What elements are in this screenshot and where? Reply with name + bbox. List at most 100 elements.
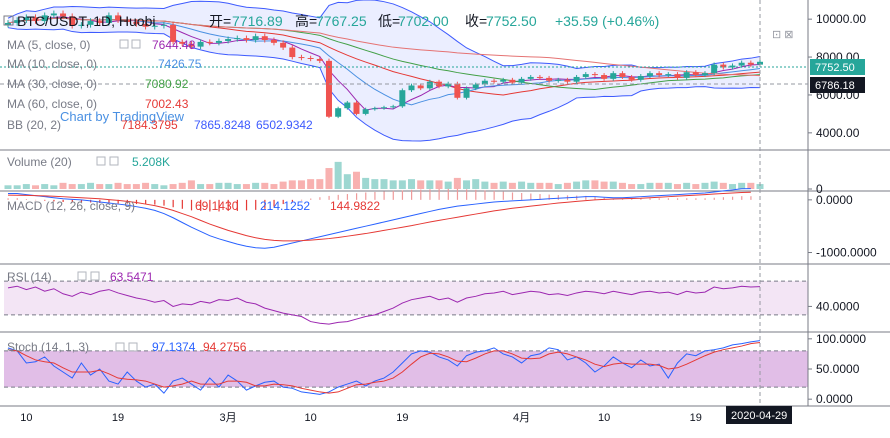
macd-label[interactable]: MACD (12, 26, close, 9)	[7, 199, 135, 213]
close-icon[interactable]	[90, 271, 100, 281]
macd-histogram-bar	[80, 199, 83, 202]
settings-icon[interactable]	[119, 39, 129, 49]
stoch-label[interactable]: Stoch (14, 1, 3)	[7, 340, 89, 354]
candle-body	[646, 73, 653, 76]
candle-body	[179, 41, 186, 44]
candle-body	[115, 15, 122, 21]
volume-bar	[664, 182, 672, 189]
macd-histogram-bar	[704, 198, 706, 200]
candle-body	[105, 15, 112, 23]
rsi-band	[4, 281, 808, 315]
macd-histogram-bar	[291, 199, 293, 202]
rsi-label[interactable]: RSI (14)	[7, 270, 52, 284]
candle-body	[50, 13, 57, 16]
volume-bar	[316, 179, 324, 189]
macd-pane[interactable]	[7, 188, 752, 249]
candle-body	[225, 39, 232, 41]
volume-bar	[50, 185, 58, 189]
volume-bar	[536, 182, 544, 189]
last-price-badge	[810, 59, 865, 75]
candle-body	[160, 24, 167, 26]
volume-bar	[719, 182, 727, 189]
candle-body	[582, 74, 589, 77]
macd-histogram-bar	[411, 189, 413, 200]
candle-body	[371, 108, 378, 110]
x-tick-label: 10	[20, 412, 32, 424]
volume-bar	[628, 184, 636, 189]
symbol-title: BTC/USDT, 1D, Huobi	[17, 13, 155, 29]
macd-histogram-bar	[218, 199, 220, 212]
candle-body	[738, 62, 745, 66]
candle-body	[436, 81, 443, 87]
macd-histogram-bar	[750, 196, 752, 200]
candle-body	[601, 75, 608, 79]
bb-label[interactable]: BB (20, 2)	[7, 118, 61, 132]
volume-bar	[13, 185, 21, 189]
macd-histogram-bar	[310, 198, 312, 200]
macd-line-value: 214.1252	[260, 199, 310, 213]
candle-body	[674, 74, 681, 78]
close-icon[interactable]	[128, 342, 138, 352]
macd-histogram-bar	[71, 199, 73, 202]
x-tick-label: 4月	[513, 412, 530, 424]
settings-icon[interactable]	[115, 342, 125, 352]
volume-bars[interactable]	[4, 161, 764, 189]
candle-body	[500, 79, 507, 82]
volume-bar	[408, 179, 416, 189]
candle-body	[234, 38, 241, 40]
candle-body	[362, 109, 369, 114]
candle-body	[692, 72, 699, 76]
candle-body	[335, 108, 342, 117]
close-value: 7752.50	[486, 13, 537, 29]
y-tick-label: 4000.00	[816, 126, 860, 140]
volume-bar	[683, 182, 691, 189]
candle-body	[69, 16, 76, 26]
candle-body	[665, 74, 672, 76]
pane-settings-icon[interactable]: ⊡ ⊠	[772, 29, 794, 41]
candle-body	[344, 102, 351, 109]
candle-body	[610, 73, 617, 79]
stoch-pane[interactable]	[7, 340, 761, 395]
ma5-label[interactable]: MA (5, close, 0)	[7, 38, 90, 52]
candle-body	[133, 22, 140, 24]
macd-histogram-bar	[25, 199, 28, 200]
candle-body	[270, 40, 277, 43]
legend-icons[interactable]: ⊡ ⊠	[77, 29, 794, 352]
volume-bar	[692, 184, 700, 189]
volume-bar	[160, 185, 168, 189]
ma30-label[interactable]: MA (30, close, 0)	[7, 77, 97, 91]
volume-bar	[22, 184, 30, 189]
candle-body	[289, 47, 296, 58]
y-tick-label: 100.0000	[816, 332, 866, 346]
close-label: 收=	[465, 13, 487, 29]
candle-body	[307, 58, 314, 59]
volume-bar	[490, 182, 498, 189]
candle-body	[298, 57, 305, 59]
open-label: 开=	[209, 13, 231, 29]
ma30-value: 7080.92	[145, 77, 189, 91]
close-icon[interactable]	[131, 39, 141, 49]
volume-bar	[105, 184, 113, 189]
candle-body	[41, 15, 48, 22]
macd-histogram-bar	[227, 199, 229, 211]
candles[interactable]	[5, 10, 763, 119]
macd-histogram-bar	[621, 198, 624, 200]
stoch-d-value: 94.2756	[203, 340, 247, 354]
macd-histogram-bar	[163, 199, 165, 206]
volume-label[interactable]: Volume (20)	[7, 155, 72, 169]
macd-histogram-bar	[145, 199, 147, 205]
macd-histogram-bar	[154, 199, 156, 205]
macd-histogram-bar	[731, 196, 734, 200]
settings-icon[interactable]	[77, 271, 87, 281]
ma10-label[interactable]: MA (10, close, 0)	[7, 57, 97, 71]
ma60-label[interactable]: MA (60, close, 0)	[7, 97, 97, 111]
volume-bar	[573, 181, 581, 189]
rsi-pane[interactable]	[7, 285, 761, 325]
candle-body	[711, 64, 718, 74]
settings-icon[interactable]	[96, 156, 106, 166]
collapse-icon[interactable]	[3, 15, 14, 26]
x-tick-label: 10	[305, 412, 317, 424]
volume-bar	[242, 184, 250, 189]
watermark: Chart by TradingView	[60, 109, 185, 124]
close-icon[interactable]	[109, 156, 119, 166]
